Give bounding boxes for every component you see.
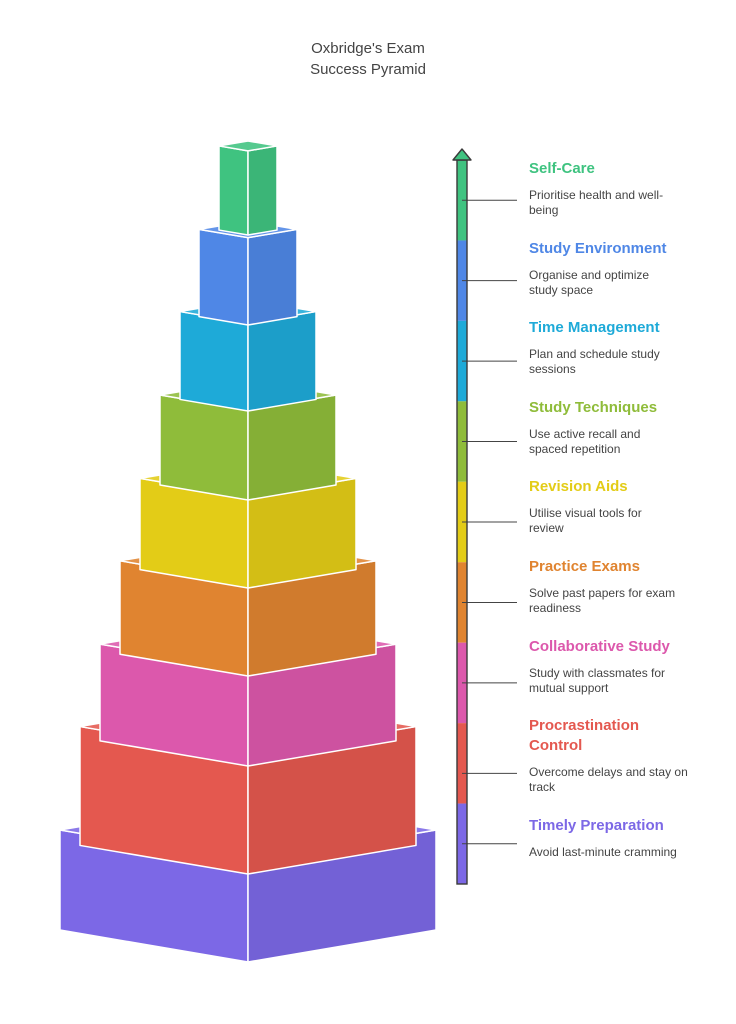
legend-item-time-management: Time Management Plan and schedule study … [529, 318, 729, 377]
level-description: Solve past papers for exam readiness [529, 586, 676, 615]
legend-item-self-care: Self-Care Prioritise health and well-bei… [529, 159, 729, 218]
level-name: Practice Exams [529, 558, 640, 575]
level-description: Utilise visual tools for review [529, 506, 642, 535]
title-line-2: Success Pyramid [310, 61, 426, 78]
legend-item-study-techniques: Study Techniques Use active recall and s… [529, 398, 729, 457]
level-name: Study Environment [529, 240, 667, 257]
axis-arrow-up-icon [452, 148, 472, 161]
page-title: Oxbridge's Exam Success Pyramid [0, 38, 736, 80]
level-name: Time Management [529, 319, 660, 336]
level-description: Use active recall and spaced repetition [529, 427, 641, 456]
level-description: Organise and optimize study space [529, 268, 650, 297]
level-name: Timely Preparation [529, 817, 664, 834]
level-name: Collaborative Study [529, 638, 670, 655]
level-description: Prioritise health and well-being [529, 188, 664, 217]
legend-item-procrastination-control: Procrastination Control Overcome delays … [529, 716, 729, 795]
title-line-1: Oxbridge's Exam [311, 40, 425, 57]
legend-item-study-environment: Study Environment Organise and optimize … [529, 239, 729, 298]
level-name: Self-Care [529, 160, 595, 177]
level-name: Study Techniques [529, 399, 658, 416]
legend-item-collaborative-study: Collaborative Study Study with classmate… [529, 637, 729, 696]
level-name: Revision Aids [529, 478, 628, 495]
axis-segment-procrastination-control [457, 723, 467, 804]
pyramid-level-self-care [218, 140, 278, 236]
level-description: Overcome delays and stay on track [529, 765, 688, 794]
level-description: Study with classmates for mutual support [529, 666, 666, 695]
legend-item-revision-aids: Revision Aids Utilise visual tools for r… [529, 477, 729, 536]
legend-item-practice-exams: Practice Exams Solve past papers for exa… [529, 557, 729, 616]
level-description: Plan and schedule study sessions [529, 347, 660, 376]
level-description: Avoid last-minute cramming [529, 845, 677, 859]
level-name: Procrastination Control [529, 717, 640, 754]
pyramid-level-top-face [218, 140, 278, 152]
legend-item-timely-preparation: Timely Preparation Avoid last-minute cra… [529, 816, 729, 860]
